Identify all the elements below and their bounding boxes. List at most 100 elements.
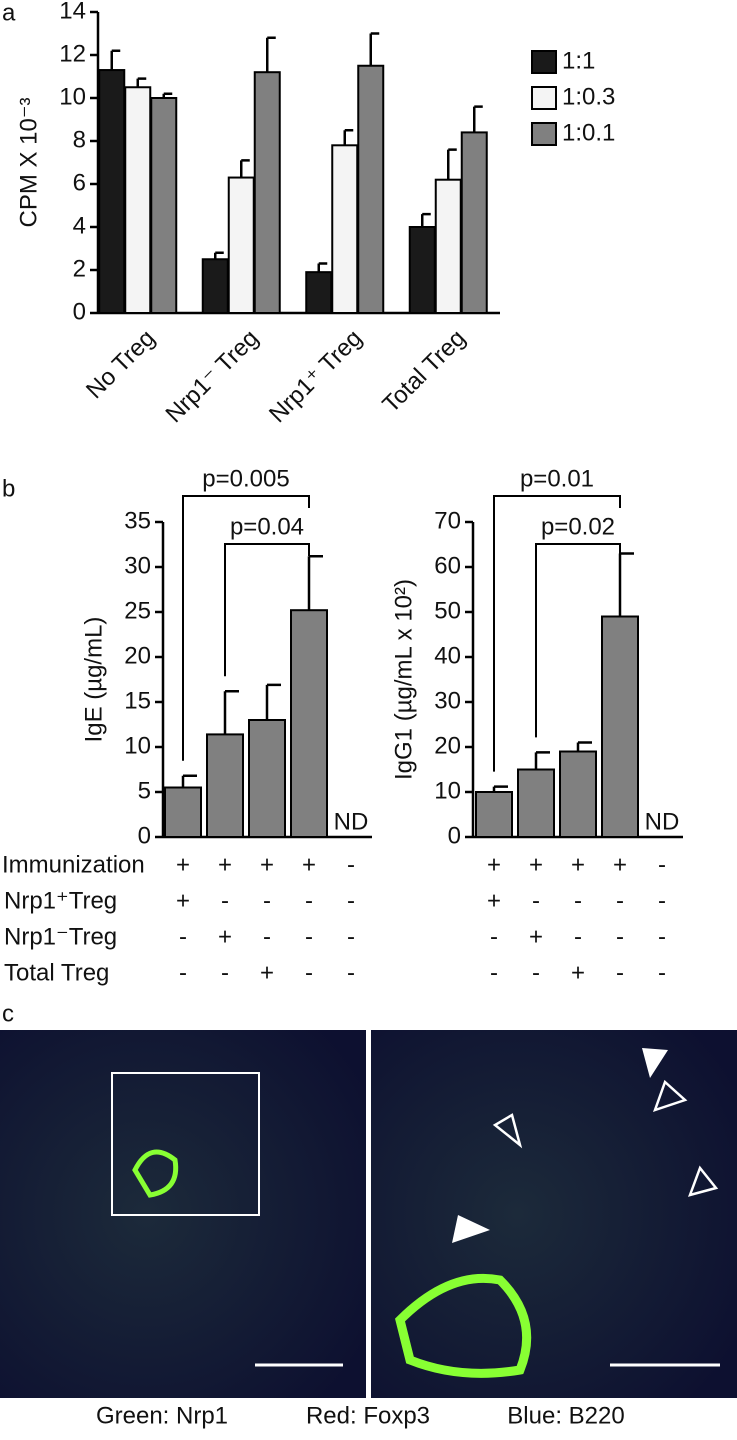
y-tick-label: 0	[138, 822, 151, 849]
bar	[290, 609, 328, 839]
p-value: p=0.04	[230, 513, 304, 540]
y-tick-label: 6	[73, 169, 86, 196]
legend-swatch	[531, 86, 557, 110]
y-tick-label: 30	[434, 687, 461, 714]
bar	[408, 226, 436, 314]
error-bar	[343, 129, 354, 146]
bar	[475, 791, 513, 838]
error-bar	[492, 785, 508, 792]
image-caption: Green: Nrp1	[96, 1402, 228, 1429]
error-bar	[307, 554, 323, 611]
y-tick-label: 40	[434, 642, 461, 669]
panel-label: a	[2, 0, 16, 26]
bar	[305, 271, 333, 314]
table-cell: -	[490, 923, 498, 950]
y-tick-label: 50	[434, 597, 461, 624]
bar	[253, 71, 281, 314]
legend-swatch	[531, 122, 557, 146]
error-bar	[618, 552, 634, 617]
table-cell: -	[532, 959, 540, 986]
legend-swatch	[531, 50, 557, 74]
table-cell: -	[616, 959, 624, 986]
table-cell: +	[302, 851, 316, 878]
y-tick-label: 20	[434, 732, 461, 759]
panel-label: c	[2, 1000, 14, 1027]
error-bar	[110, 49, 121, 71]
y-axis-label: IgE (µg/mL)	[80, 617, 107, 743]
error-bar	[136, 77, 147, 88]
y-tick-label: 70	[434, 507, 461, 534]
error-bar	[181, 774, 197, 788]
x-tick-label: Nrp1⁻ Treg	[160, 325, 264, 429]
table-cell: -	[658, 851, 666, 878]
x-tick-label: Nrp1⁺ Treg	[264, 325, 368, 429]
legend-label: 1:1	[562, 47, 595, 74]
table-cell: +	[529, 923, 543, 950]
y-tick-label: 30	[124, 552, 151, 579]
y-tick-label: 12	[59, 40, 86, 67]
table-cell: -	[179, 959, 187, 986]
bar	[357, 64, 385, 314]
y-tick-label: 20	[124, 642, 151, 669]
table-row-label: Immunization	[2, 851, 145, 878]
bar	[331, 144, 359, 314]
significance-bracket	[224, 543, 310, 677]
table-cell: -	[305, 887, 313, 914]
table-cell: -	[347, 887, 355, 914]
not-detected: ND	[334, 808, 369, 835]
y-tick-label: 35	[124, 507, 151, 534]
y-tick-label: 10	[59, 83, 86, 110]
micrograph-right	[371, 1030, 737, 1398]
error-bar	[266, 36, 276, 73]
error-bar	[214, 251, 224, 260]
p-value: p=0.02	[541, 513, 615, 540]
x-tick-label: No Treg	[81, 325, 160, 404]
table-cell: -	[221, 959, 229, 986]
table-cell: -	[179, 923, 187, 950]
y-tick-label: 10	[124, 732, 151, 759]
table-cell: -	[532, 887, 540, 914]
table-cell: -	[616, 923, 624, 950]
bar	[434, 178, 462, 314]
error-bar	[534, 751, 550, 770]
x-tick-label: Total Treg	[377, 325, 471, 419]
y-tick-label: 60	[434, 552, 461, 579]
table-cell: -	[347, 959, 355, 986]
error-bar	[473, 105, 483, 133]
table-cell: -	[305, 923, 313, 950]
y-tick-label: 8	[73, 126, 86, 153]
legend-label: 1:0.1	[562, 119, 615, 146]
table-cell: -	[574, 887, 582, 914]
y-tick-label: 10	[434, 777, 461, 804]
error-bar	[317, 262, 328, 273]
table-row-label: Nrp1⁻Treg	[4, 923, 117, 950]
y-tick-label: 0	[73, 298, 86, 325]
table-cell: +	[571, 959, 585, 986]
table-cell: +	[571, 851, 585, 878]
error-bar	[223, 689, 239, 735]
table-row-label: Nrp1⁺Treg	[4, 887, 117, 914]
y-axis-label: CPM X 10⁻³	[15, 97, 42, 227]
table-cell: +	[260, 959, 274, 986]
y-axis-label: IgG1 (µg/mL x 10²)	[390, 579, 417, 780]
table-cell: -	[221, 887, 229, 914]
bar	[150, 97, 178, 314]
error-bar	[162, 92, 173, 98]
error-bar	[447, 148, 457, 180]
table-cell: +	[176, 851, 190, 878]
bar	[248, 719, 286, 838]
image-caption: Red: Foxp3	[306, 1402, 430, 1429]
error-bar	[576, 741, 592, 752]
table-row-label: Total Treg	[4, 959, 109, 986]
table-cell: +	[218, 851, 232, 878]
y-tick-label: 0	[448, 822, 461, 849]
table-cell: +	[613, 851, 627, 878]
table-cell: +	[176, 887, 190, 914]
table-cell: +	[487, 851, 501, 878]
y-tick-label: 14	[59, 0, 86, 24]
table-cell: +	[487, 887, 501, 914]
bar	[164, 786, 202, 838]
table-cell: -	[263, 887, 271, 914]
table-cell: +	[260, 851, 274, 878]
